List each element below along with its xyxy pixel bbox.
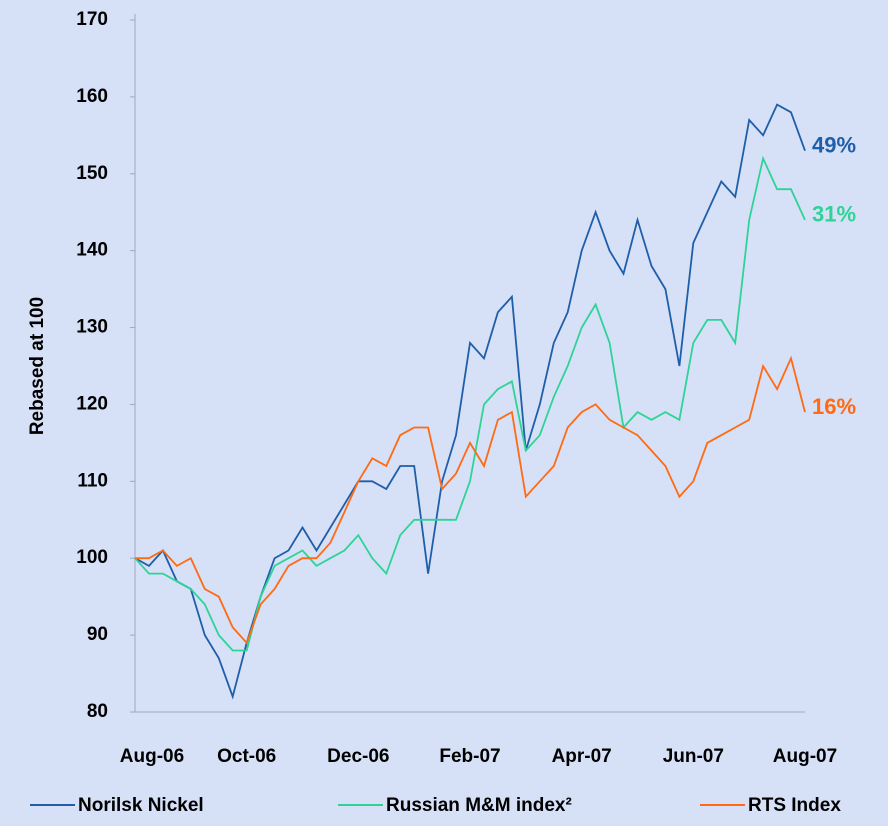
y-tick-label: 150	[76, 163, 108, 184]
legend-label: RTS Index	[748, 795, 841, 816]
series-line	[134, 155, 806, 652]
y-tick-label: 110	[77, 470, 108, 491]
x-tick-label: Apr-07	[552, 746, 612, 767]
x-tick-label: Jun-07	[663, 746, 724, 767]
y-tick-label: 90	[87, 624, 108, 645]
y-tick-label: 100	[76, 547, 108, 568]
legend-label: Norilsk Nickel	[78, 795, 204, 816]
x-tick-label: Aug-07	[773, 746, 837, 767]
y-tick-label: 160	[76, 86, 108, 107]
y-tick-label: 80	[87, 701, 108, 722]
series-line	[135, 355, 806, 645]
end-label: 49%	[812, 133, 856, 158]
x-tick-label: Feb-07	[439, 746, 500, 767]
x-tick-label: Oct-06	[217, 746, 276, 767]
end-label: 31%	[812, 202, 856, 227]
y-tick-label: 120	[76, 393, 108, 414]
legend-label: Russian M&M index²	[386, 795, 572, 816]
series-line	[134, 103, 806, 700]
y-tick-label: 140	[76, 240, 108, 261]
y-axis-label: Rebased at 100	[27, 297, 48, 435]
x-tick-label: Aug-06	[120, 746, 184, 767]
y-tick-label: 130	[76, 317, 108, 338]
x-tick-label: Dec-06	[327, 746, 389, 767]
y-tick-label: 170	[76, 9, 108, 30]
end-label: 16%	[812, 394, 856, 419]
